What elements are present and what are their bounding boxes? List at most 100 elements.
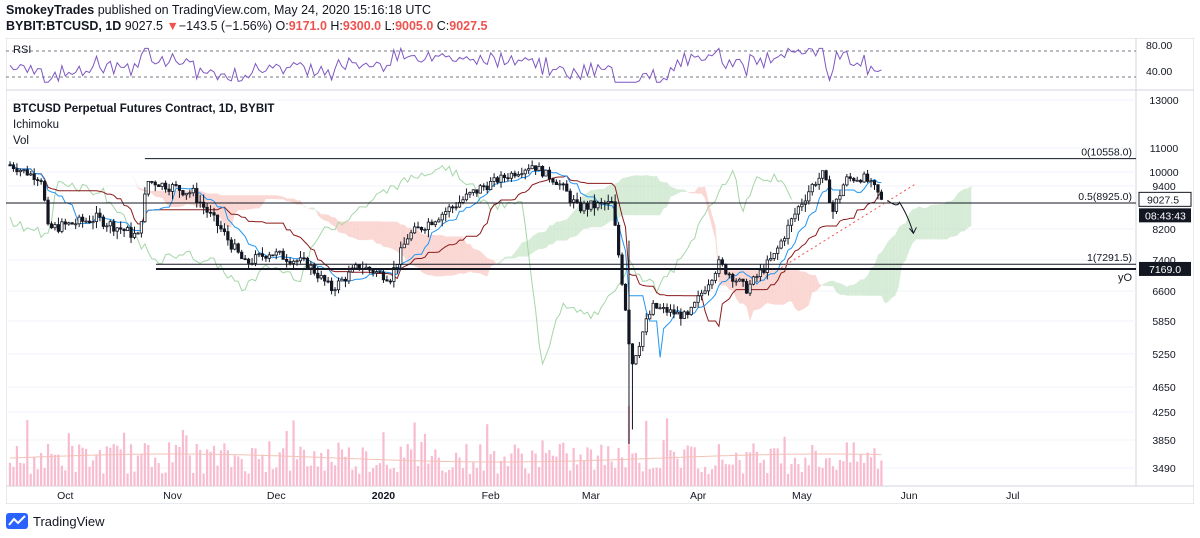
volume-label[interactable]: Vol	[13, 135, 29, 147]
volume-bar	[472, 462, 475, 486]
volume-bar	[316, 466, 319, 486]
volume-bar	[641, 471, 644, 486]
candle-body	[302, 257, 306, 260]
volume-bar	[181, 430, 184, 486]
cloud-segment	[151, 190, 156, 197]
symbol-label[interactable]: BYBIT:BTCUSD, 1D	[6, 19, 122, 33]
chart-frame[interactable]: RSI 80.00 40.00 BTCUSD Perpetual Futures…	[5, 37, 1195, 505]
candle-body	[762, 269, 766, 273]
candle-body	[274, 251, 278, 256]
candle-body	[634, 355, 638, 365]
price-tick-label: 5850	[1152, 316, 1176, 328]
dotted-trendline[interactable]	[780, 183, 917, 269]
cloud-segment	[386, 221, 391, 249]
fib-level-05-label: 0.5(8925.0)	[1078, 191, 1132, 203]
cloud-segment	[895, 227, 899, 296]
volume-bar	[46, 443, 50, 486]
candle-body	[378, 271, 382, 273]
candle-body	[426, 221, 431, 230]
tradingview-logo[interactable]: TradingView	[6, 513, 105, 529]
volume-bar	[576, 464, 579, 486]
candle-body	[879, 191, 884, 200]
volume-bar	[385, 464, 389, 486]
time-axis[interactable]: Oct Nov Dec 2020 Feb Mar Apr May Jun Jul	[57, 490, 1019, 502]
cloud-segment	[822, 282, 827, 287]
volume-bar	[697, 468, 700, 486]
price-axis[interactable]: 1300011000100009400820074006600585052504…	[1149, 95, 1178, 475]
volume-bar	[741, 473, 745, 486]
candle-body	[682, 311, 686, 319]
candle-body	[374, 271, 379, 274]
time-tick-label: Jul	[1006, 490, 1019, 502]
candle-body	[592, 200, 597, 209]
volume-bar	[838, 459, 842, 486]
cloud-segment	[884, 240, 889, 304]
cloud-segment	[317, 210, 322, 219]
author-name[interactable]: SmokeyTrades	[6, 3, 95, 17]
cloud-segment	[874, 254, 878, 296]
candle-body	[222, 228, 226, 233]
countdown-tag	[1139, 208, 1191, 223]
cloud-segment	[283, 196, 287, 202]
volume-bar	[365, 451, 368, 486]
candle-body	[613, 201, 617, 226]
candle-body	[98, 212, 102, 218]
volume-bar	[185, 435, 188, 486]
candle-body	[665, 307, 669, 313]
volume-bar	[814, 450, 817, 486]
cloud-segment	[321, 214, 325, 221]
candle-body	[157, 184, 161, 187]
cloud-segment	[331, 217, 336, 227]
volume-bar	[178, 447, 181, 486]
cloud-segment	[628, 175, 633, 216]
candle-body	[406, 238, 410, 245]
volume-bar	[434, 449, 437, 486]
candle-body	[146, 180, 150, 195]
volume-bar	[686, 445, 689, 486]
volume-bar	[216, 465, 219, 486]
volume-bar	[50, 453, 53, 486]
candle-body	[164, 182, 168, 190]
cloud-segment	[673, 187, 678, 196]
candle-body	[668, 309, 673, 313]
cloud-segment	[781, 270, 785, 305]
cloud-segment	[846, 284, 851, 296]
volume-bar	[95, 454, 98, 486]
volume-bar	[143, 443, 146, 486]
candle-body	[568, 190, 572, 203]
price-tick-label: 8200	[1152, 224, 1176, 236]
volume-bar	[333, 465, 337, 486]
volume-bar	[499, 460, 503, 486]
candle-body	[326, 280, 330, 283]
volume-bar	[105, 446, 108, 486]
candle-body	[834, 198, 839, 212]
cloud-segment	[535, 232, 540, 251]
candle-body	[506, 177, 510, 180]
volume-bar	[91, 460, 95, 486]
candle-body	[60, 221, 64, 232]
candle-body	[748, 283, 752, 294]
volume-bar	[423, 434, 427, 486]
volume-bar	[506, 466, 510, 486]
candle-body	[70, 222, 74, 225]
ichimoku-label[interactable]: Ichimoku	[13, 119, 59, 131]
volume-bar	[800, 472, 803, 486]
candle-body	[540, 165, 545, 177]
cloud-segment	[660, 181, 664, 216]
candle-body	[136, 232, 140, 235]
cloud-segment	[359, 221, 363, 241]
volume-bar	[537, 466, 541, 486]
volume-bar	[368, 471, 371, 486]
chart-canvas[interactable]: RSI 80.00 40.00 BTCUSD Perpetual Futures…	[5, 37, 1195, 505]
candle-body	[554, 181, 558, 186]
cloud-segment	[711, 214, 716, 240]
cloud-segment	[877, 252, 882, 296]
candle-body	[451, 206, 455, 209]
cloud-segment	[919, 206, 923, 240]
candle-body	[170, 184, 175, 192]
candle-body	[814, 183, 818, 186]
cloud-segment	[573, 208, 578, 237]
projection-arrow-icon[interactable]	[887, 199, 917, 235]
volume-bar	[873, 448, 876, 486]
volume-bar	[793, 457, 797, 486]
